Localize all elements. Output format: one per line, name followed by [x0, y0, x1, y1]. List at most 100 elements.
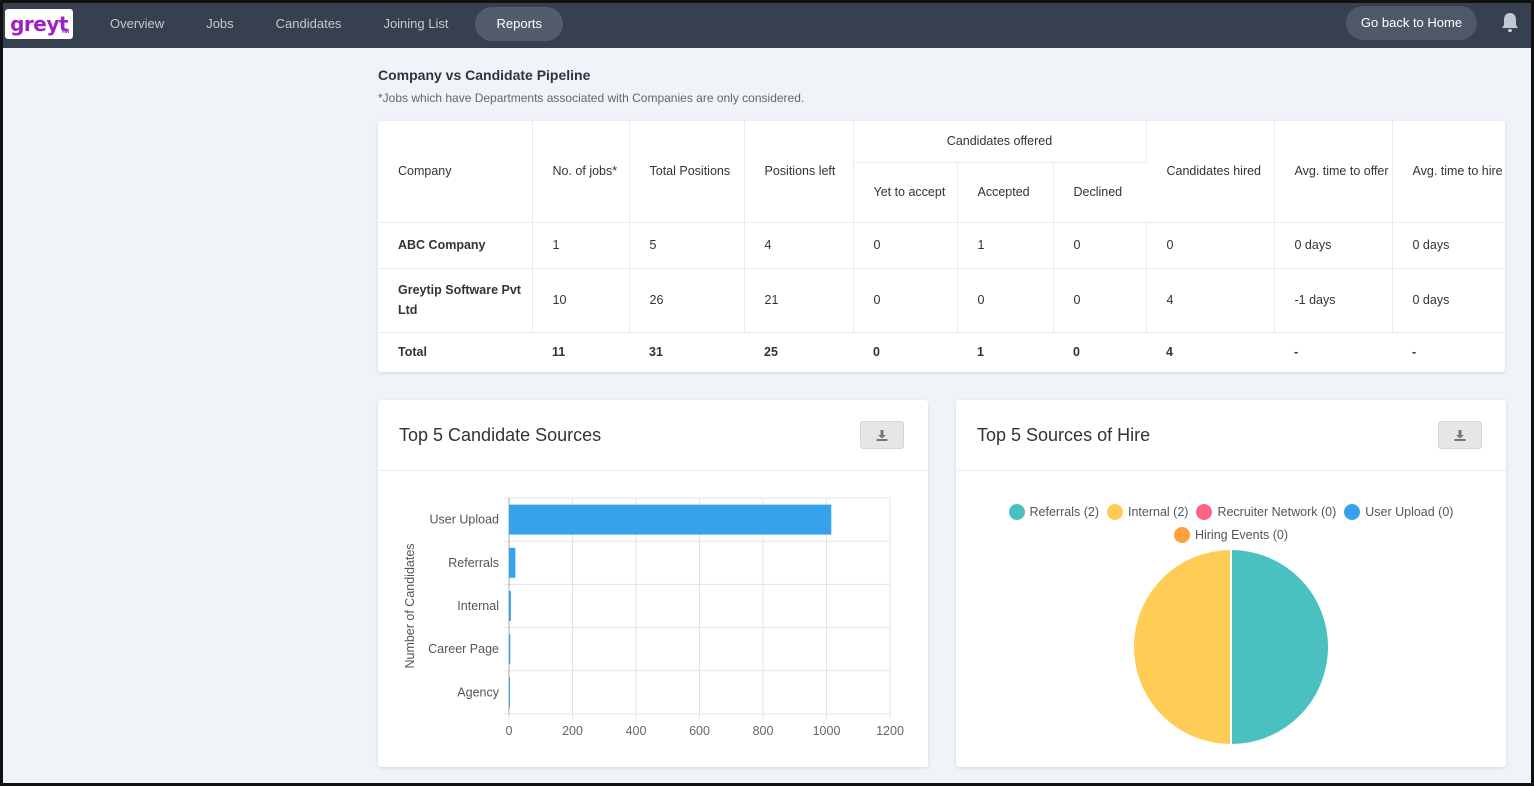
legend-swatch: [1196, 503, 1213, 520]
legend-label: User Upload (0): [1365, 504, 1454, 519]
candidate-sources-chart: 0 200 400 600 800 1000 1200 User Upload Referral…: [403, 497, 904, 738]
table-row: Greytip Software Pvt Ltd 10 26 21 0 0 0 …: [378, 267, 1505, 332]
y-tick-label: Career Page: [428, 642, 499, 656]
y-tick-label: Referrals: [448, 556, 499, 570]
cell-jobs: 10: [532, 267, 630, 332]
bar[interactable]: [509, 591, 511, 621]
cell-accepted: 1: [957, 221, 1054, 268]
sources-of-hire-chart: [1132, 547, 1330, 747]
bar[interactable]: [509, 504, 832, 535]
x-tick-label: 400: [626, 724, 647, 738]
x-tick-label: 600: [689, 724, 710, 738]
cell-positions-left: 21: [744, 267, 854, 332]
candidate-sources-card: Top 5 Candidate Sources 0 200 400 600 800 100…: [378, 400, 928, 767]
greyt-logo[interactable]: greyt HR: [5, 9, 73, 39]
x-tick-label: 200: [562, 724, 583, 738]
cell-avg-hire: 0 days: [1392, 267, 1505, 332]
legend-label: Referrals (2): [1029, 504, 1099, 519]
header-jobs: No. of jobs*: [532, 121, 630, 222]
total-hired: 4: [1146, 331, 1274, 372]
download-button[interactable]: [1438, 421, 1482, 449]
card-header: Top 5 Candidate Sources: [378, 400, 928, 471]
bell-icon[interactable]: [1500, 12, 1520, 34]
logo-sub: HR: [61, 29, 70, 35]
total-avg-offer: -: [1274, 331, 1392, 372]
download-icon: [876, 429, 888, 441]
legend-label: Recruiter Network (0): [1217, 504, 1337, 519]
download-button[interactable]: [860, 421, 904, 449]
nav-jobs[interactable]: Jobs: [206, 16, 234, 31]
legend-row: Referrals (2) Internal (2) Recruiter Netwo…: [956, 500, 1506, 523]
download-icon: [1454, 429, 1466, 441]
header-avg-hire: Avg. time to hire: [1412, 164, 1503, 179]
cell-avg-hire: 0 days: [1392, 221, 1505, 268]
pie-slice[interactable]: [1132, 547, 1232, 747]
cell-declined: 0: [1053, 267, 1147, 332]
nav-reports[interactable]: Reports: [475, 7, 564, 41]
pie-slice[interactable]: [1230, 547, 1330, 747]
cell-hired: 0: [1146, 221, 1275, 268]
legend-swatch: [1344, 503, 1361, 520]
legend-item[interactable]: Internal (2): [1107, 503, 1188, 520]
pie-legend: Referrals (2) Internal (2) Recruiter Netwo…: [956, 500, 1506, 546]
total-positions: 31: [629, 331, 744, 372]
legend-swatch: [1173, 526, 1190, 543]
nav-candidates[interactable]: Candidates: [275, 16, 342, 31]
top-navbar: greyt HR Overview Jobs Candidates Joinin…: [0, 0, 1534, 48]
bar[interactable]: [509, 677, 510, 708]
cell-avg-offer: -1 days: [1274, 267, 1393, 332]
header-declined: Declined: [1053, 161, 1146, 222]
x-tick-label: 800: [753, 724, 774, 738]
cell-total-positions: 5: [629, 221, 745, 268]
cell-hired: 4: [1146, 267, 1275, 332]
logo-text: greyt: [10, 12, 68, 36]
total-row: Total 11 31 25 0 1 0 4 - -: [378, 331, 1505, 372]
legend-row: Hiring Events (0): [956, 523, 1506, 546]
header-candidates-offered: Candidates offered: [853, 121, 1147, 162]
header-total-positions: Total Positions: [629, 121, 745, 222]
cell-declined: 0: [1053, 221, 1147, 268]
candidate-sources-title: Top 5 Candidate Sources: [399, 424, 602, 445]
header-yet-to-accept: Yet to accept: [853, 161, 958, 222]
header-company: Company: [378, 121, 533, 222]
y-tick-label: Agency: [457, 685, 499, 699]
cell-company: Greytip Software Pvt Ltd: [378, 267, 533, 332]
legend-label: Hiring Events (0): [1194, 527, 1289, 542]
y-axis-label: Number of Candidates: [403, 543, 417, 668]
x-tick-label: 1200: [876, 724, 904, 738]
cell-avg-offer: 0 days: [1274, 221, 1393, 268]
cell-yet-to-accept: 0: [853, 267, 958, 332]
cell-accepted: 0: [957, 267, 1054, 332]
total-label: Total: [378, 331, 532, 372]
nav-overview[interactable]: Overview: [110, 16, 165, 31]
total-jobs: 11: [532, 331, 629, 372]
total-accepted: 1: [957, 331, 1053, 372]
total-positions-left: 25: [744, 331, 853, 372]
total-yet-to-accept: 0: [853, 331, 957, 372]
table-row: ABC Company 1 5 4 0 1 0 0 0 days 0 days: [378, 221, 1505, 268]
legend-swatch: [1008, 503, 1025, 520]
x-tick-label: 1000: [813, 724, 841, 738]
bar[interactable]: [509, 634, 511, 665]
cell-positions-left: 4: [744, 221, 854, 268]
header-positions-left: Positions left: [744, 121, 854, 222]
sources-of-hire-card: Top 5 Sources of Hire Referrals (2) Inter…: [956, 400, 1506, 767]
pipeline-title: Company vs Candidate Pipeline: [378, 67, 591, 83]
cell-company: ABC Company: [378, 221, 533, 268]
y-tick-label: User Upload: [430, 513, 500, 527]
legend-item[interactable]: User Upload (0): [1344, 503, 1454, 520]
legend-item[interactable]: Recruiter Network (0): [1196, 503, 1337, 520]
nav-joining-list[interactable]: Joining List: [383, 16, 449, 31]
sources-of-hire-title: Top 5 Sources of Hire: [977, 424, 1151, 445]
header-avg-offer: Avg. time to offer: [1274, 121, 1393, 222]
cell-jobs: 1: [532, 221, 630, 268]
legend-item[interactable]: Hiring Events (0): [1173, 526, 1289, 543]
cell-yet-to-accept: 0: [853, 221, 958, 268]
legend-item[interactable]: Referrals (2): [1008, 503, 1099, 520]
cell-total-positions: 26: [629, 267, 745, 332]
bar[interactable]: [509, 547, 516, 578]
total-declined: 0: [1053, 331, 1146, 372]
pipeline-table: Company No. of jobs* Total Positions Pos…: [378, 121, 1505, 372]
go-back-home-button[interactable]: Go back to Home: [1346, 6, 1477, 40]
legend-swatch: [1107, 503, 1123, 520]
